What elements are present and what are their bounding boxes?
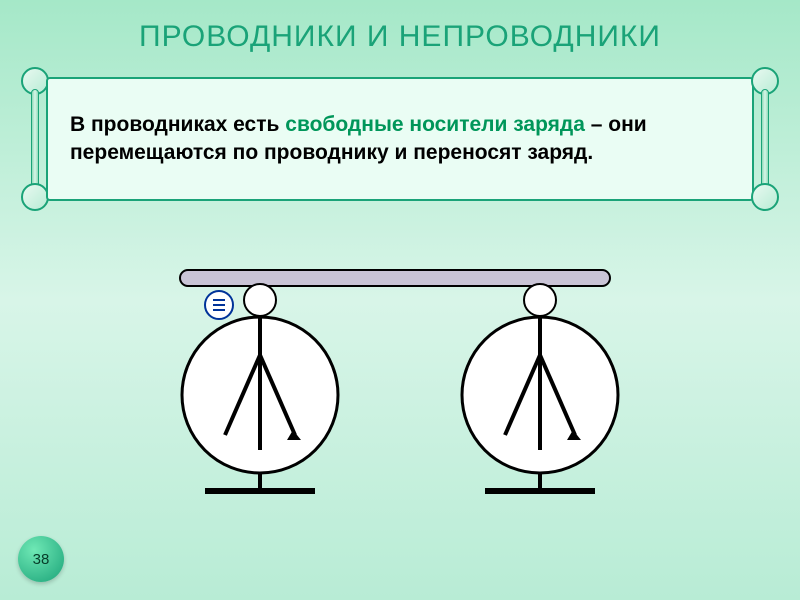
info-panel: В проводниках есть свободные носители за… [46, 77, 754, 201]
info-text-highlight: свободные носители заряда [285, 113, 585, 136]
slide-title: ПРОВОДНИКИ И НЕПРОВОДНИКИ [0, 0, 800, 54]
info-scroll: В проводниках есть свободные носители за… [20, 75, 780, 203]
info-text-before: В проводниках есть [70, 113, 285, 136]
info-text: В проводниках есть свободные носители за… [70, 111, 730, 168]
scroll-ornament-right [750, 69, 780, 209]
conductor-diagram [0, 250, 800, 550]
page-number: 38 [33, 551, 50, 568]
page-number-badge: 38 [18, 536, 64, 582]
